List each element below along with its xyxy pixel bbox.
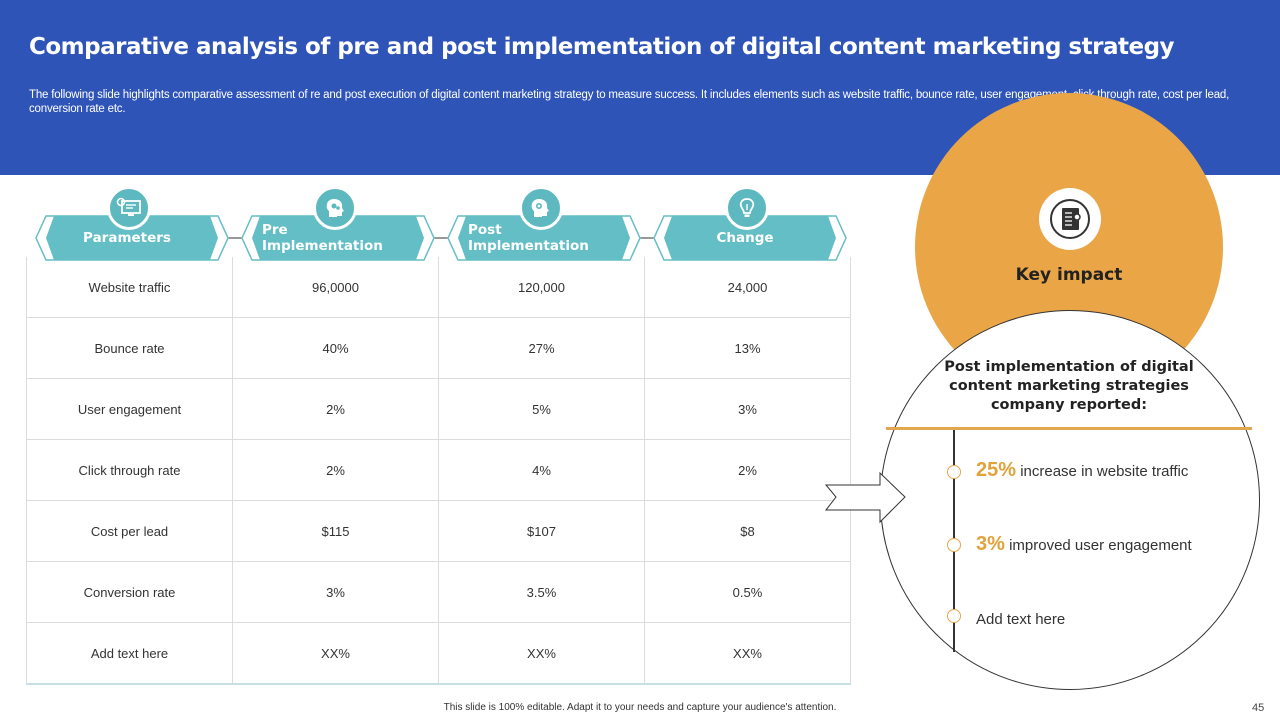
col-header-parameters: Parameters bbox=[83, 230, 171, 246]
table-cell: 13% bbox=[644, 317, 851, 379]
page-title: Comparative analysis of pre and post imp… bbox=[29, 34, 1175, 60]
table-cell: 3.5% bbox=[438, 561, 645, 623]
table-row: Conversion rate 3% 3.5% 0.5% bbox=[26, 561, 851, 623]
table-cell: 4% bbox=[438, 439, 645, 501]
table-cell: XX% bbox=[232, 622, 439, 685]
table-cell: $8 bbox=[644, 500, 851, 562]
arrow-right-icon bbox=[824, 471, 906, 524]
table-cell: Bounce rate bbox=[26, 317, 233, 379]
ribbon-parameters bbox=[35, 215, 229, 261]
impact-highlight: 25% bbox=[976, 459, 1017, 481]
lightbulb-icon bbox=[725, 186, 769, 230]
table-cell: 96,0000 bbox=[232, 257, 439, 318]
table-cell: $107 bbox=[438, 500, 645, 562]
table-cell: 120,000 bbox=[438, 257, 645, 318]
page-number: 45 bbox=[1252, 702, 1265, 714]
table-cell: User engagement bbox=[26, 378, 233, 440]
table-cell: 40% bbox=[232, 317, 439, 379]
table-cell: Conversion rate bbox=[26, 561, 233, 623]
ribbon-change bbox=[653, 215, 847, 261]
table-cell: 2% bbox=[232, 378, 439, 440]
impact-details-circle bbox=[880, 310, 1260, 690]
impact-point-text: Add text here bbox=[976, 611, 1066, 628]
head-gears-icon bbox=[313, 186, 357, 230]
table-cell: 5% bbox=[438, 378, 645, 440]
impact-point-text: increase in website traffic bbox=[1016, 463, 1189, 480]
table-cell: XX% bbox=[438, 622, 645, 685]
table-cell: 2% bbox=[644, 439, 851, 501]
comparison-table: Website traffic 96,0000 120,000 24,000 B… bbox=[26, 257, 851, 685]
table-row: User engagement 2% 5% 3% bbox=[26, 378, 851, 440]
notebook-icon bbox=[1039, 188, 1101, 250]
timeline-dot bbox=[947, 538, 961, 552]
table-cell: Cost per lead bbox=[26, 500, 233, 562]
impact-point: Add text here bbox=[976, 607, 1065, 630]
impact-point: 25% increase in website traffic bbox=[976, 459, 1188, 482]
table-cell: 3% bbox=[644, 378, 851, 440]
ribbon-pre bbox=[241, 215, 435, 261]
impact-point: 3% improved user engagement bbox=[976, 533, 1192, 556]
col-header-change: Change bbox=[716, 230, 774, 246]
table-cell: 27% bbox=[438, 317, 645, 379]
table-cell: Add text here bbox=[26, 622, 233, 685]
timeline-dot bbox=[947, 465, 961, 479]
impact-statement: Post implementation of digital content m… bbox=[944, 359, 1194, 413]
head-bulb-icon bbox=[519, 186, 563, 230]
table-cell: XX% bbox=[644, 622, 851, 685]
page-subtitle: The following slide highlights comparati… bbox=[29, 89, 1230, 115]
table-row: Click through rate 2% 4% 2% bbox=[26, 439, 851, 501]
table-cell: Click through rate bbox=[26, 439, 233, 501]
table-row: Add text here XX% XX% XX% bbox=[26, 622, 851, 685]
col-header-post: Post Implementation bbox=[468, 222, 589, 254]
key-impact-title: Key impact bbox=[1015, 265, 1123, 285]
col-header-pre: Pre Implementation bbox=[262, 222, 383, 254]
table-cell: 24,000 bbox=[644, 257, 851, 318]
impact-highlight: 3% bbox=[976, 533, 1005, 555]
table-cell: 0.5% bbox=[644, 561, 851, 623]
table-cell: 2% bbox=[232, 439, 439, 501]
impact-point-text: improved user engagement bbox=[1004, 537, 1192, 554]
monitor-gear-icon bbox=[107, 186, 151, 230]
table-row: Cost per lead $115 $107 $8 bbox=[26, 500, 851, 562]
table-row: Website traffic 96,0000 120,000 24,000 bbox=[26, 257, 851, 318]
timeline-dot bbox=[947, 609, 961, 623]
ribbon-post bbox=[447, 215, 641, 261]
divider bbox=[886, 427, 1252, 430]
table-row: Bounce rate 40% 27% 13% bbox=[26, 317, 851, 379]
table-cell: Website traffic bbox=[26, 257, 233, 318]
header-banner: Comparative analysis of pre and post imp… bbox=[0, 0, 1280, 175]
table-cell: 3% bbox=[232, 561, 439, 623]
footer-note: This slide is 100% editable. Adapt it to… bbox=[443, 702, 837, 713]
table-cell: $115 bbox=[232, 500, 439, 562]
